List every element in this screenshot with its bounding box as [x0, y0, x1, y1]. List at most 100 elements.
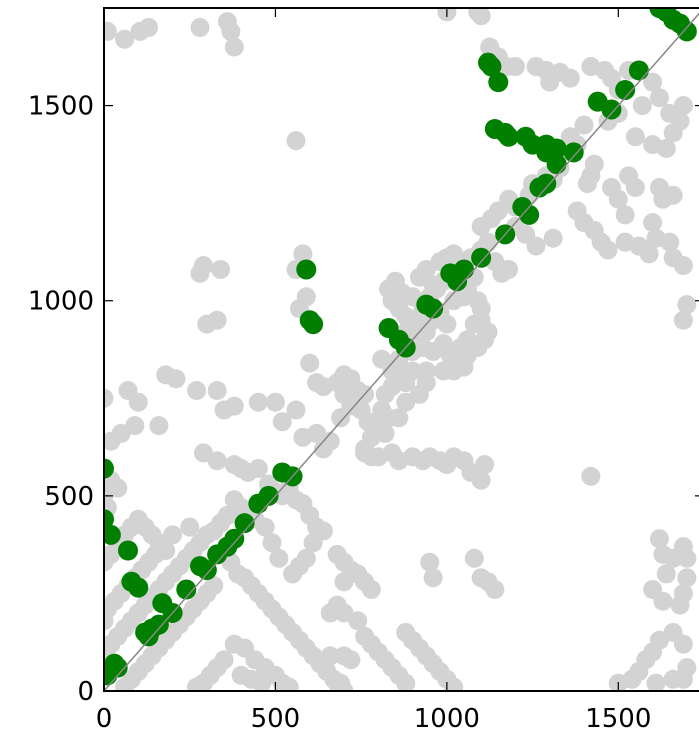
- data-point: [643, 213, 663, 233]
- data-point: [368, 447, 388, 467]
- data-point: [471, 217, 491, 237]
- data-point: [625, 127, 645, 147]
- data-point: [104, 431, 121, 451]
- data-point: [224, 490, 244, 510]
- data-point: [413, 338, 433, 358]
- data-point: [543, 228, 563, 248]
- data-point: [649, 8, 670, 18]
- data-point: [104, 388, 114, 408]
- data-point: [320, 646, 340, 666]
- y-tick-label: 0: [77, 677, 94, 707]
- data-point: [104, 524, 121, 545]
- data-point: [389, 408, 409, 428]
- data-point: [536, 142, 557, 163]
- data-point: [135, 622, 156, 643]
- data-point: [625, 178, 645, 198]
- y-tick-label: 1000: [28, 287, 94, 317]
- data-point: [166, 369, 186, 389]
- data-point: [104, 665, 118, 686]
- data-point: [334, 572, 354, 592]
- data-point: [303, 314, 324, 335]
- data-point: [224, 37, 244, 57]
- data-point: [677, 568, 697, 588]
- data-point: [224, 396, 244, 416]
- data-point: [272, 412, 292, 432]
- data-point: [303, 533, 323, 553]
- data-point: [632, 96, 652, 116]
- data-point: [677, 295, 697, 315]
- data-point: [392, 365, 412, 385]
- data-point: [601, 178, 621, 198]
- data-point: [176, 579, 197, 600]
- data-point: [499, 259, 519, 279]
- data-point: [258, 485, 279, 506]
- data-point: [128, 392, 148, 412]
- data-point: [296, 259, 317, 280]
- data-point: [139, 18, 159, 38]
- data-point: [348, 611, 368, 631]
- data-point: [584, 154, 604, 174]
- data-point: [471, 470, 491, 490]
- data-point: [115, 29, 135, 49]
- x-tick-label: 0: [96, 704, 113, 734]
- data-point: [656, 139, 676, 159]
- data-point: [663, 669, 683, 689]
- data-point: [190, 18, 210, 38]
- data-point: [118, 540, 138, 561]
- data-point: [639, 244, 659, 264]
- data-points: [104, 8, 697, 691]
- data-point: [187, 677, 207, 691]
- data-point: [437, 314, 457, 334]
- x-tick-label: 500: [251, 704, 301, 734]
- data-point: [577, 174, 597, 194]
- data-point: [115, 677, 135, 691]
- data-point: [488, 72, 509, 93]
- data-point: [598, 240, 618, 260]
- data-point: [104, 458, 114, 479]
- data-point: [187, 380, 207, 400]
- data-point: [265, 392, 285, 412]
- data-point: [649, 88, 669, 108]
- data-point: [643, 72, 663, 92]
- data-point: [104, 21, 117, 41]
- data-point: [660, 103, 680, 123]
- data-point: [269, 548, 289, 568]
- data-point: [676, 21, 697, 42]
- data-point: [196, 560, 217, 581]
- data-point: [423, 568, 443, 588]
- data-point: [478, 232, 498, 252]
- data-point: [396, 673, 416, 691]
- data-point: [649, 529, 669, 549]
- diagonal-line: [104, 12, 699, 691]
- data-point: [128, 577, 149, 598]
- data-point: [601, 99, 622, 120]
- data-point: [471, 310, 491, 330]
- data-point: [341, 650, 361, 670]
- y-tick-label: 500: [44, 482, 94, 512]
- data-point: [560, 127, 580, 147]
- data-point: [375, 384, 395, 404]
- data-point: [574, 115, 594, 135]
- x-tick-label: 1500: [585, 704, 651, 734]
- data-point: [519, 204, 540, 225]
- data-point: [248, 459, 268, 479]
- data-point: [454, 259, 474, 280]
- data-point: [656, 564, 676, 584]
- data-point: [471, 247, 492, 268]
- data-point: [485, 580, 505, 600]
- data-point: [646, 673, 666, 691]
- data-point: [207, 310, 227, 330]
- data-point: [581, 466, 601, 486]
- data-point: [536, 173, 557, 194]
- data-point: [286, 131, 306, 151]
- data-point: [663, 185, 683, 205]
- y-tick-label: 1500: [28, 92, 94, 122]
- tick-labels: 0 500 1000 1500 0 500 1000 1500: [28, 92, 652, 734]
- data-point: [279, 677, 299, 691]
- data-point: [361, 580, 381, 600]
- data-point: [104, 509, 114, 530]
- data-point: [673, 310, 693, 330]
- data-point: [563, 142, 584, 163]
- data-point: [416, 373, 436, 393]
